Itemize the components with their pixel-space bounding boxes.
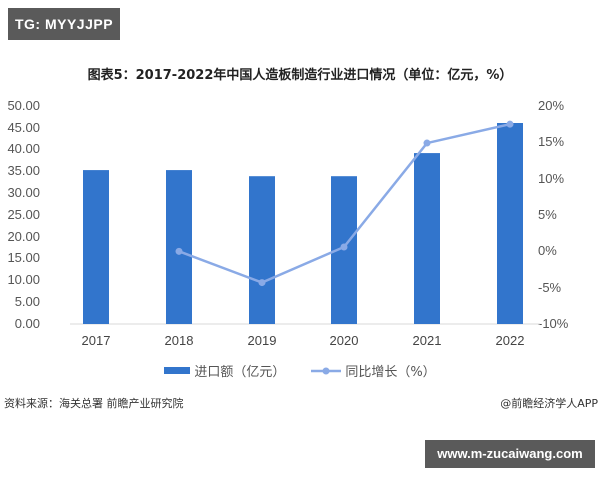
y-right-tick: 0% [538,243,557,258]
bar-2018 [166,170,192,324]
x-tick: 2021 [412,333,442,348]
x-tick: 2020 [329,333,359,348]
bar-2021 [414,153,440,324]
growth-point-2022 [506,120,514,128]
y-left-tick: 40.00 [7,141,40,156]
y-right-tick: -5% [538,280,562,295]
line-marker-icon [311,367,342,374]
x-tick: 2019 [247,333,277,348]
x-tick: 2022 [495,333,525,348]
bar-2022 [497,123,523,324]
y-left-tick: 20.00 [7,229,40,244]
credit-note: @前瞻经济学人APP [500,397,598,410]
chart-title: 图表5：2017-2022年中国人造板制造行业进口情况（单位：亿元，%） [87,68,513,83]
y-left-tick: 35.00 [7,163,40,178]
legend-label-import: 进口额（亿元） [194,365,286,380]
y-right-tick: 10% [538,171,565,186]
legend-label-growth: 同比增长（%） [345,365,436,380]
growth-markers [175,120,514,287]
watermark-badge-bottom: www.m-zucaiwang.com [425,440,595,468]
growth-point-2018 [175,247,183,255]
bar-2017 [83,170,109,324]
y-left-tick: 15.00 [7,250,40,265]
chart-legend: 进口额（亿元） 同比增长（%） [0,361,600,380]
bar-2019 [249,176,275,324]
bar-series [83,123,523,324]
growth-point-2021 [423,139,431,147]
watermark-badge-top: TG: MYYJJPP [8,8,120,40]
legend-item-growth: 同比增长（%） [311,361,436,380]
legend-item-import: 进口额（亿元） [164,361,285,380]
y-left-tick: 25.00 [7,207,40,222]
growth-point-2020 [340,243,348,251]
x-tick: 2017 [81,333,111,348]
y-left-tick: 30.00 [7,185,40,200]
y-right-tick: 15% [538,134,565,149]
y-left-tick: 0.00 [14,316,40,331]
y-left-tick: 45.00 [7,120,40,135]
source-note: 资料来源：海关总署 前瞻产业研究院 [4,397,184,410]
x-tick: 2018 [164,333,194,348]
bar-swatch-icon [164,367,191,374]
y-right-tick: -10% [538,316,569,331]
growth-point-2019 [258,279,266,287]
y-right-tick: 5% [538,207,557,222]
y-left-tick: 50.00 [7,98,40,113]
y-right-tick: 20% [538,98,565,113]
y-left-tick: 10.00 [7,272,40,287]
y-left-tick: 5.00 [14,294,40,309]
